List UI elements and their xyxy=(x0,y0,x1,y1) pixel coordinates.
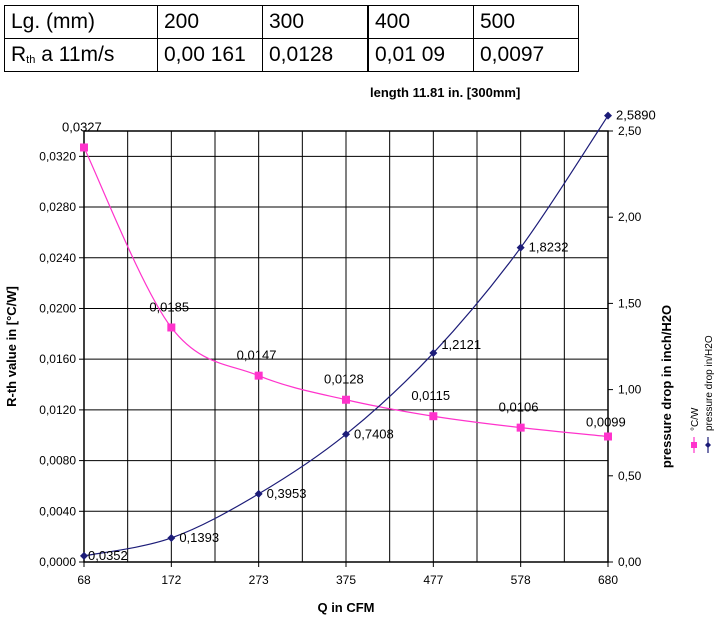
spec-value-cell: 0,0097 xyxy=(473,38,579,72)
pressure-data-label: 0,3953 xyxy=(267,486,307,501)
spec-value-cell: 0,00 161 xyxy=(157,38,263,72)
x-tick-label: 68 xyxy=(77,573,91,587)
y-tick-label: 0,0240 xyxy=(39,251,76,265)
rth-main: R xyxy=(11,43,27,66)
y2-tick-label: 0,00 xyxy=(618,555,642,569)
pressure-data-point xyxy=(80,551,88,560)
pressure-data-label: 0,7408 xyxy=(354,426,394,441)
chart-title: length 11.81 in. [300mm] xyxy=(370,85,520,100)
pressure-data-label: 2,5890 xyxy=(616,108,656,123)
y-tick-label: 0,0080 xyxy=(39,454,76,468)
y-tick-label: 0,0040 xyxy=(39,504,76,518)
pressure-data-point xyxy=(516,243,525,252)
rth-data-point xyxy=(254,371,263,380)
x-tick-label: 578 xyxy=(511,573,531,587)
legend-pressure-label: pressure drop in/H2O xyxy=(704,335,715,431)
y2-tick-label: 1,50 xyxy=(618,296,642,310)
spec-header-cell: 200 xyxy=(157,5,263,39)
rth-data-label: 0,0147 xyxy=(237,348,277,363)
y-tick-label: 0,0160 xyxy=(39,352,76,366)
rth-data-point xyxy=(604,432,612,441)
x-axis-title: Q in CFM xyxy=(317,600,374,615)
pressure-data-point xyxy=(429,349,438,358)
rth-data-label: 0,0185 xyxy=(149,299,189,314)
y2-tick-label: 2,50 xyxy=(618,124,642,138)
rth-rest: a 11m/s xyxy=(35,43,115,66)
spec-table-header-row: Lg. (mm) 200 300 400 500 xyxy=(4,5,579,39)
rth-data-label: 0,0106 xyxy=(499,400,539,415)
spec-table-value-row: Rth a 11m/s 0,00 161 0,0128 0,01 09 0,00… xyxy=(4,38,579,72)
rth-data-point xyxy=(342,395,350,404)
y-tick-label: 0,0280 xyxy=(39,200,76,214)
x-tick-label: 375 xyxy=(336,573,356,587)
legend-rth-marker xyxy=(691,442,697,448)
y2-tick-label: 1,00 xyxy=(618,383,642,397)
spec-value-cell: 0,0128 xyxy=(262,38,369,72)
spec-header-cell: 500 xyxy=(473,5,579,39)
pressure-data-label: 1,2121 xyxy=(441,337,481,352)
pressure-data-label: 1,8232 xyxy=(529,240,569,255)
rth-data-point xyxy=(516,423,525,432)
rth-data-label: 0,0327 xyxy=(62,119,102,134)
y-tick-label: 0,0200 xyxy=(39,301,76,315)
legend-rth-label: °C/W xyxy=(690,407,701,431)
pressure-data-point xyxy=(604,111,612,120)
rth-data-point xyxy=(167,323,176,332)
y2-tick-label: 0,50 xyxy=(618,469,642,483)
y-axis-title: R-th value in [°C/W] xyxy=(4,286,19,407)
y-tick-label: 0,0000 xyxy=(39,555,76,569)
pressure-data-label: 0,1393 xyxy=(179,530,219,545)
y2-tick-label: 2,00 xyxy=(618,210,642,224)
x-tick-label: 680 xyxy=(598,573,618,587)
spec-table: Lg. (mm) 200 300 400 500 Rth a 11m/s 0,0… xyxy=(4,5,579,72)
y-tick-label: 0,0120 xyxy=(39,403,76,417)
y-tick-label: 0,0320 xyxy=(39,149,76,163)
spec-header-cell: Lg. (mm) xyxy=(4,5,158,39)
pressure-data-point xyxy=(167,533,176,542)
pressure-data-label: 0,0352 xyxy=(88,548,128,563)
rth-data-point xyxy=(80,143,88,152)
legend-pressure-marker xyxy=(705,442,711,448)
x-tick-label: 273 xyxy=(249,573,269,587)
pressure-data-point xyxy=(342,430,350,439)
pressure-data-point xyxy=(254,489,263,498)
rth-data-point xyxy=(429,412,438,421)
rth-subscript: th xyxy=(26,54,36,66)
x-tick-label: 172 xyxy=(161,573,181,587)
spec-header-cell: 400 xyxy=(367,5,474,39)
y2-axis-title: pressure drop in inch/H2O xyxy=(659,305,674,468)
rth-data-label: 0,0099 xyxy=(586,415,626,430)
spec-row-label: Rth a 11m/s xyxy=(4,38,158,72)
rth-data-label: 0,0128 xyxy=(324,372,364,387)
rth-data-label: 0,0115 xyxy=(411,388,450,403)
x-tick-label: 477 xyxy=(423,573,443,587)
